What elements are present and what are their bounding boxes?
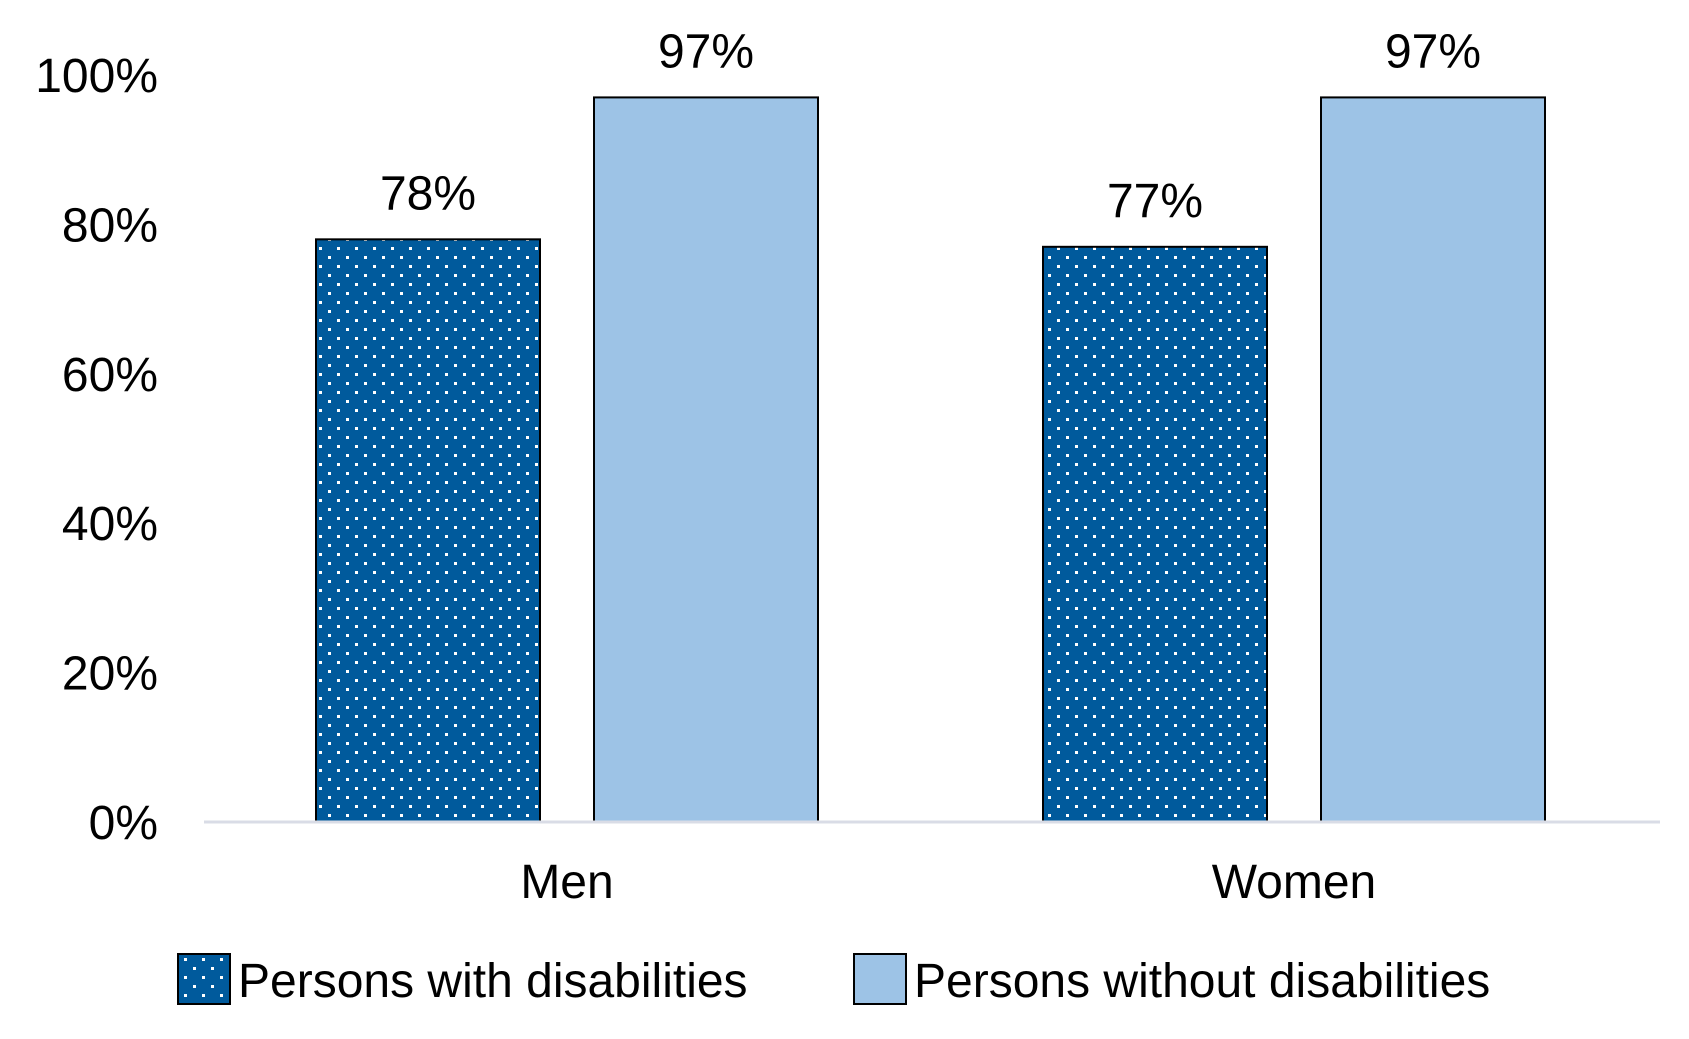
legend-label-with-disabilities: Persons with disabilities — [238, 955, 748, 1008]
category-label-men: Men — [520, 856, 613, 909]
legend-label-without-disabilities: Persons without disabilities — [914, 955, 1490, 1008]
legend-swatch-without-disabilities — [853, 953, 907, 1005]
y-tick-label: 80% — [62, 199, 158, 252]
bar-men-without-disabilities — [593, 96, 819, 824]
y-tick-label: 0% — [89, 797, 158, 850]
y-tick-label: 100% — [35, 50, 158, 103]
category-label-women: Women — [1212, 856, 1377, 909]
bar-women-without-disabilities — [1320, 96, 1546, 824]
bar-women-with-disabilities — [1042, 245, 1268, 823]
y-tick-label: 40% — [62, 498, 158, 551]
y-tick-label: 60% — [62, 349, 158, 402]
data-label: 97% — [1385, 25, 1481, 78]
category-labels: Men Women — [520, 856, 1376, 909]
bar-men-with-disabilities — [315, 238, 541, 823]
legend: Persons with disabilities Persons withou… — [177, 953, 1490, 1008]
legend-swatch-with-disabilities — [177, 953, 231, 1005]
y-axis-tick-labels: 0% 20% 40% 60% 80% 100% — [35, 50, 158, 850]
data-label: 97% — [658, 25, 754, 78]
data-label: 78% — [380, 167, 476, 220]
data-label: 77% — [1107, 175, 1203, 228]
y-tick-label: 20% — [62, 648, 158, 701]
data-labels: 78% 77% 97% 97% — [380, 25, 1481, 227]
bars — [315, 96, 1546, 824]
